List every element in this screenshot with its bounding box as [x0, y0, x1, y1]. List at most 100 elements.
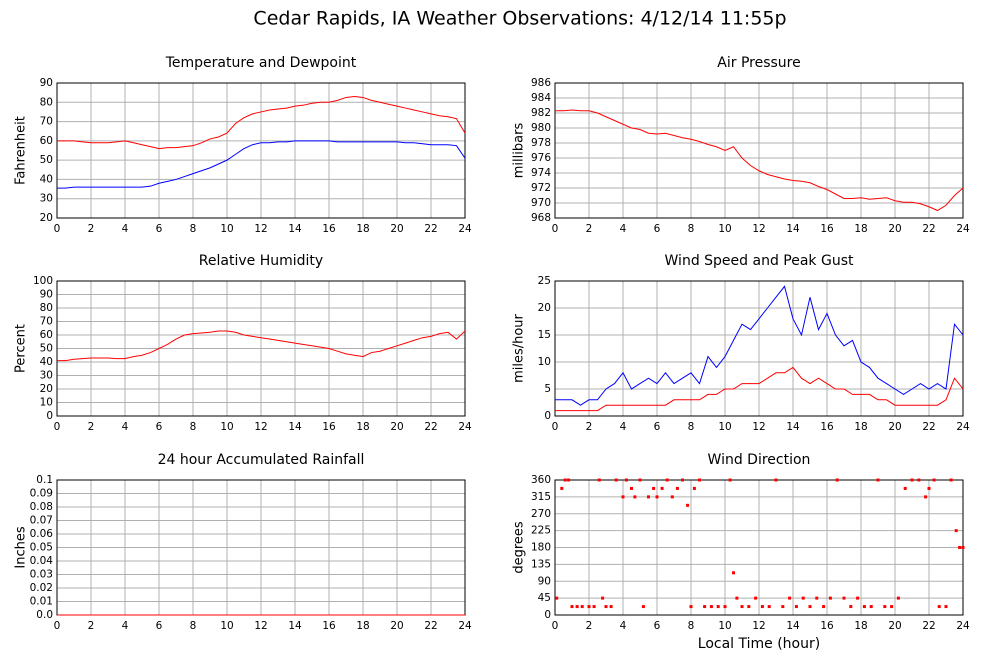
- data-point: [732, 571, 735, 575]
- x-tick-label: 22: [922, 223, 935, 235]
- data-point: [647, 495, 650, 499]
- y-tick-label: 5: [544, 383, 551, 395]
- data-point: [689, 605, 693, 609]
- y-tick-label: 60: [40, 329, 53, 341]
- data-point: [580, 605, 584, 609]
- data-point: [630, 486, 633, 490]
- chart-title: Wind Direction: [708, 452, 811, 468]
- data-point: [747, 605, 751, 609]
- data-point: [781, 605, 785, 609]
- y-tick-label: 970: [531, 197, 551, 209]
- x-tick-label: 4: [122, 421, 129, 433]
- y-tick-label: 972: [531, 182, 551, 194]
- data-point: [740, 605, 744, 609]
- x-tick-label: 2: [586, 421, 593, 433]
- x-tick-label: 2: [88, 421, 95, 433]
- x-tick-label: 0: [54, 620, 61, 632]
- data-point: [638, 478, 642, 482]
- y-tick-label: 984: [531, 92, 551, 104]
- x-tick-label: 12: [254, 620, 267, 632]
- data-point: [883, 605, 887, 609]
- y-tick-label: 15: [538, 329, 551, 341]
- x-tick-label: 24: [458, 223, 472, 235]
- x-tick-label: 16: [820, 620, 834, 632]
- x-tick-label: 22: [424, 223, 437, 235]
- y-tick-label: 180: [531, 542, 551, 554]
- x-tick-label: 24: [956, 223, 970, 235]
- x-tick-label: 0: [552, 620, 559, 632]
- x-tick-label: 12: [752, 223, 765, 235]
- x-tick-label: 14: [288, 223, 302, 235]
- x-tick-label: 16: [322, 223, 336, 235]
- x-tick-label: 6: [156, 223, 163, 235]
- y-tick-label: 0: [544, 410, 551, 422]
- x-tick-label: 20: [390, 421, 403, 433]
- x-tick-label: 8: [190, 620, 197, 632]
- y-tick-label: 974: [531, 167, 551, 179]
- data-point: [794, 605, 798, 609]
- chart-panel: Wind Direction degrees Local Time (hour) 0 4…: [512, 452, 970, 652]
- data-point: [760, 605, 764, 609]
- y-axis-label: millibars: [512, 123, 527, 179]
- y-tick-label: 968: [531, 212, 551, 224]
- data-point: [670, 495, 674, 499]
- data-point: [621, 495, 625, 499]
- chart-panel: Wind Speed and Peak Gust miles/hour 0 5 10 15…: [512, 253, 970, 433]
- x-tick-label: 24: [458, 620, 472, 632]
- x-tick-label: 20: [888, 223, 901, 235]
- x-tick-label: 4: [620, 421, 627, 433]
- data-line: [555, 109, 964, 212]
- x-tick-label: 24: [956, 421, 970, 433]
- y-tick-label: 0.06: [30, 528, 54, 540]
- x-tick-label: 4: [122, 223, 129, 235]
- plot-frame: [56, 280, 466, 417]
- x-tick-label: 24: [458, 421, 472, 433]
- data-point: [788, 596, 792, 600]
- x-tick-label: 2: [88, 223, 95, 235]
- x-tick-label: 16: [820, 421, 834, 433]
- data-line: [57, 95, 466, 150]
- y-tick-label: 40: [40, 356, 53, 368]
- chart-panel: Air Pressure millibars 968 970 972 974 976 978 9…: [512, 55, 970, 235]
- x-tick-label: 8: [190, 223, 197, 235]
- chart-title: Relative Humidity: [199, 253, 323, 269]
- y-tick-label: 20: [538, 302, 551, 314]
- y-tick-label: 0: [544, 609, 551, 621]
- x-tick-label: 18: [854, 223, 867, 235]
- data-point: [774, 478, 778, 482]
- data-point: [869, 605, 873, 609]
- data-point: [896, 596, 900, 600]
- x-tick-label: 6: [654, 223, 661, 235]
- data-point: [604, 605, 608, 609]
- data-point: [924, 495, 928, 499]
- x-tick-label: 20: [390, 223, 403, 235]
- chart-title: Air Pressure: [717, 55, 800, 71]
- data-point: [665, 478, 669, 482]
- x-tick-label: 6: [156, 421, 163, 433]
- x-tick-label: 8: [688, 620, 695, 632]
- x-tick-label: 10: [718, 421, 731, 433]
- data-point: [567, 478, 571, 482]
- x-tick-label: 0: [552, 421, 559, 433]
- x-tick-label: 12: [254, 223, 267, 235]
- data-point: [709, 605, 713, 609]
- data-point: [641, 605, 645, 609]
- data-point: [686, 503, 690, 507]
- y-axis-label: Percent: [14, 324, 29, 373]
- y-tick-label: 135: [531, 558, 551, 570]
- data-point: [555, 596, 559, 600]
- y-tick-label: 90: [538, 575, 551, 587]
- data-point: [655, 495, 659, 499]
- y-tick-label: 70: [40, 316, 53, 328]
- y-tick-label: 0.03: [30, 569, 53, 581]
- x-tick-label: 8: [190, 421, 197, 433]
- y-tick-label: 225: [531, 525, 551, 537]
- y-tick-label: 0.08: [30, 501, 53, 513]
- x-tick-label: 4: [620, 620, 627, 632]
- y-tick-label: 315: [531, 491, 551, 503]
- data-point: [601, 596, 605, 600]
- data-point: [563, 478, 567, 482]
- y-tick-label: 25: [538, 275, 551, 287]
- data-line: [555, 366, 964, 412]
- data-point: [660, 486, 664, 490]
